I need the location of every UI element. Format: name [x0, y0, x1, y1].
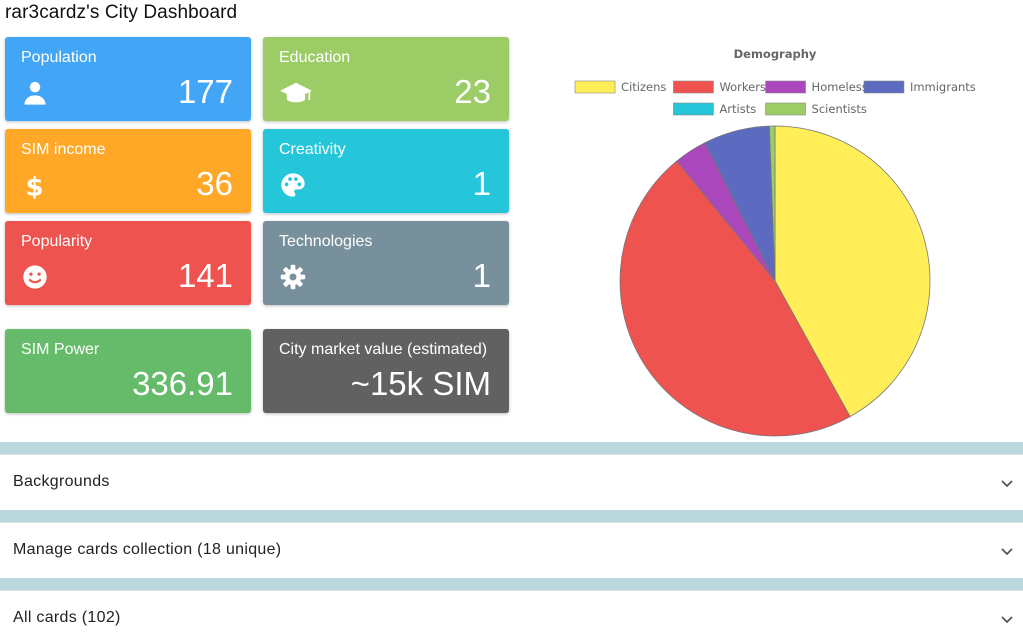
tile-value: 1	[472, 257, 491, 294]
legend-label: Workers	[719, 80, 766, 94]
page-title: rar3cardz's City Dashboard	[5, 2, 238, 23]
demography-pie-svg: Demography Citizens Workers Homeless Immigr…	[574, 47, 976, 437]
tile-value: ~15k SIM	[350, 365, 491, 402]
graduation-cap-icon	[279, 79, 315, 107]
section-title: Backgrounds	[13, 473, 110, 490]
demography-chart: Demography Citizens Workers Homeless Immigr…	[560, 40, 1000, 440]
chevron-down-icon[interactable]	[999, 543, 1015, 559]
section-manage-cards[interactable]: Manage cards collection (18 unique)	[0, 522, 1023, 578]
section-backgrounds[interactable]: Backgrounds	[0, 454, 1023, 510]
legend-swatch	[673, 102, 714, 116]
section-title: All cards (102)	[13, 609, 121, 626]
tile-value: 141	[177, 257, 233, 294]
tile-label: City market value (estimated)	[279, 341, 488, 358]
legend-item-homeless[interactable]: Homeless	[765, 80, 868, 94]
svg-text:$: $	[26, 173, 44, 200]
sim-power-tile: SIM Power 336.91	[5, 329, 251, 413]
legend-item-immigrants[interactable]: Immigrants	[863, 80, 976, 94]
smiley-icon	[21, 263, 51, 291]
dollar-icon: $	[21, 171, 51, 203]
legend-label: Homeless	[812, 80, 868, 94]
legend-label: Citizens	[621, 80, 666, 94]
popularity-tile: Popularity 141	[5, 221, 251, 305]
technologies-tile: Technologies 1	[263, 221, 509, 305]
chevron-down-icon[interactable]	[999, 611, 1015, 627]
legend-label: Scientists	[812, 102, 867, 116]
tile-value: 1	[472, 165, 491, 202]
person-icon	[21, 79, 51, 107]
tile-value: 36	[196, 165, 233, 202]
creativity-tile: Creativity 1	[263, 129, 509, 213]
palette-icon	[279, 171, 309, 199]
legend-label: Artists	[719, 102, 756, 116]
legend-swatch	[673, 80, 714, 94]
chevron-down-icon[interactable]	[999, 475, 1015, 491]
legend-item-workers[interactable]: Workers	[673, 80, 766, 94]
population-tile: Population 177	[5, 37, 251, 121]
legend-swatch	[765, 80, 806, 94]
section-title: Manage cards collection (18 unique)	[13, 541, 282, 558]
legend-item-citizens[interactable]: Citizens	[574, 80, 666, 94]
legend-swatch	[574, 80, 616, 94]
section-all-cards[interactable]: All cards (102)	[0, 590, 1023, 628]
chart-title: Demography	[734, 47, 817, 61]
pie-slice-workers[interactable]	[619, 160, 851, 437]
tile-label: SIM Power	[21, 341, 100, 358]
legend-swatch	[765, 102, 806, 116]
tile-label: Population	[21, 49, 97, 66]
tile-label: SIM income	[21, 141, 106, 158]
market-value-tile: City market value (estimated) ~15k SIM	[263, 329, 509, 413]
tile-label: Creativity	[279, 141, 346, 158]
education-tile: Education 23	[263, 37, 509, 121]
sim-income-tile: SIM income $ 36	[5, 129, 251, 213]
tile-label: Education	[279, 49, 351, 66]
pie-slice-citizens[interactable]	[774, 125, 931, 418]
tile-label: Popularity	[21, 233, 93, 250]
legend-swatch	[863, 80, 905, 94]
pie-slice-scientists[interactable]	[768, 125, 776, 282]
legend-item-artists[interactable]: Artists	[673, 102, 756, 116]
legend-label: Immigrants	[910, 80, 976, 94]
tile-value: 177	[177, 73, 233, 110]
gear-icon	[279, 263, 309, 291]
tile-label: Technologies	[279, 233, 373, 250]
legend-item-scientists[interactable]: Scientists	[765, 102, 867, 116]
tile-value: 23	[454, 73, 491, 110]
tile-value: 336.91	[132, 365, 233, 402]
